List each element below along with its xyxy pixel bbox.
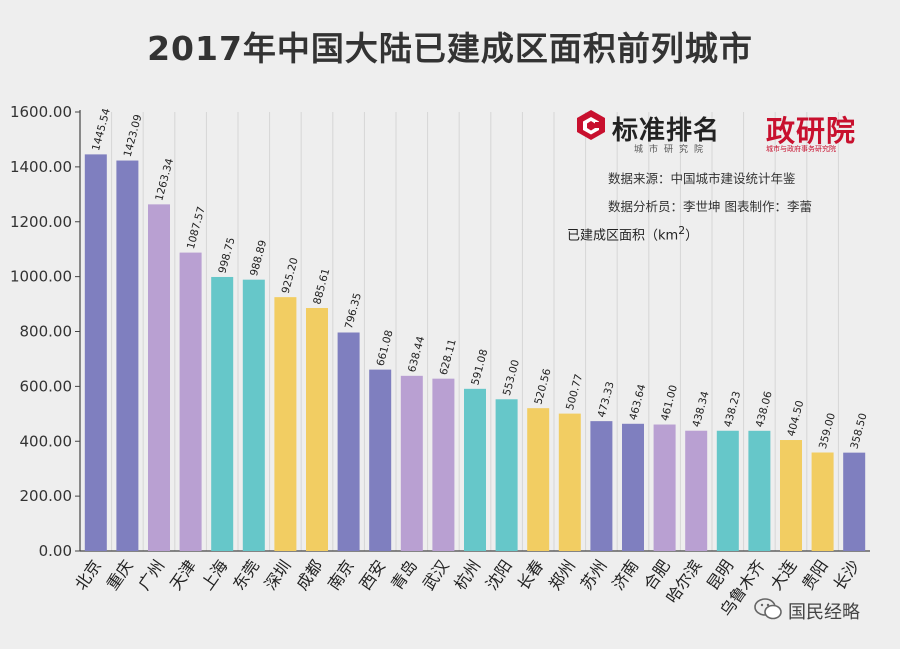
bar [558,413,581,551]
zhengyanyuan-name: 政研院 [766,114,857,148]
data-label: 638.44 [406,335,427,374]
y-tick-label: 200.00 [20,487,73,505]
bar [116,160,139,552]
x-tick-label: 郑州 [545,556,579,593]
data-label: 463.64 [627,383,648,422]
bar [716,430,739,551]
bar [274,297,297,551]
bar [748,430,771,551]
x-tick-label: 深圳 [261,556,295,593]
data-label: 661.08 [375,329,396,368]
x-tick-label: 天津 [166,556,200,593]
standard-ranking-sub: 城市研究院 [634,145,710,155]
bar [495,399,518,551]
bar [84,154,107,552]
unit-label-text: 已建成区面积（km [567,228,679,244]
bar [400,375,423,551]
x-tick-label: 大连 [766,556,800,593]
watermark: 国民经略 [748,595,898,625]
data-label: 1087.57 [185,205,208,250]
x-tick-label: 苏州 [577,556,611,593]
x-tick-label: 沈阳 [482,556,516,593]
zhengyanyuan-sub: 城市与政府事务研究院 [766,145,836,153]
data-label: 438.23 [722,390,743,429]
unit-label-end: ） [685,228,699,244]
bar [148,204,170,551]
bar [843,452,866,551]
bar [369,369,392,551]
bar [685,430,708,551]
data-label: 998.75 [217,236,238,275]
data-label: 473.33 [596,380,617,419]
bar [337,332,360,551]
bar [242,279,265,551]
data-source: 数据来源：中国城市建设统计年鉴 [608,171,796,186]
y-tick-label: 1400.00 [10,158,72,176]
x-tick-label: 东莞 [229,556,263,593]
bar [432,378,455,551]
data-label: 1423.09 [122,113,145,158]
x-tick-label: 重庆 [103,556,137,593]
data-label: 591.08 [469,348,490,387]
data-label: 461.00 [659,384,680,423]
bar [464,388,486,551]
x-tick-label: 上海 [198,556,232,593]
data-label: 500.77 [564,373,585,412]
bar [653,424,676,551]
y-tick-label: 1600.00 [10,103,72,121]
data-label: 1263.34 [153,157,176,202]
watermark-text: 国民经略 [788,602,860,623]
data-label: 1445.54 [90,107,113,152]
x-tick-label: 贵阳 [798,556,832,593]
x-tick-label: 长春 [514,556,548,593]
x-tick-label: 南京 [324,556,358,593]
data-label: 520.56 [533,367,554,406]
bar [622,423,644,551]
bar [780,440,802,551]
data-label: 628.11 [438,338,459,377]
data-label: 359.00 [817,412,838,451]
zhengyanyuan-logo: 政研院 城市与政府事务研究院 [760,104,890,154]
x-tick-label: 青岛 [387,556,421,593]
data-analyst: 数据分析员：李世坤 图表制作：李蕾 [608,199,812,214]
y-tick-label: 600.00 [20,377,73,395]
standard-ranking-logo: 标准排名 城市研究院 [568,104,753,155]
data-label: 553.00 [501,358,522,397]
x-tick-label: 济南 [608,556,642,593]
unit-label-sup: 2 [678,224,686,237]
bar [811,452,834,551]
wechat-icon [754,598,782,620]
x-tick-label: 长沙 [830,556,864,593]
x-tick-label: 西安 [356,556,390,593]
unit-label: 已建成区面积（km2） [567,224,698,243]
bar [590,421,613,551]
bar [179,252,202,552]
x-tick-label: 武汉 [419,556,453,593]
data-label: 885.61 [311,267,332,306]
data-label: 988.89 [248,239,269,278]
data-label: 404.50 [785,399,806,438]
y-tick-label: 800.00 [20,323,73,341]
standard-ranking-name: 标准排名 [612,116,721,146]
bar [527,408,550,551]
y-tick-label: 0.00 [39,542,72,560]
x-tick-label: 成都 [292,556,326,593]
data-label: 796.35 [343,292,364,331]
data-label: 358.50 [849,412,870,451]
y-tick-label: 1000.00 [10,268,72,286]
x-tick-label: 杭州 [450,556,484,593]
data-label: 925.20 [280,256,301,295]
data-label: 438.34 [691,390,712,429]
cube-logo-icon [577,110,605,140]
bar [211,276,234,551]
y-tick-label: 1200.00 [10,213,72,231]
bar [306,308,328,551]
y-tick-label: 400.00 [20,432,73,450]
x-tick-label: 广州 [134,556,168,593]
x-tick-label: 北京 [71,556,105,593]
chart-title: 2017年中国大陆已建成区面积前列城市 [147,29,753,68]
data-label: 438.06 [754,390,775,429]
